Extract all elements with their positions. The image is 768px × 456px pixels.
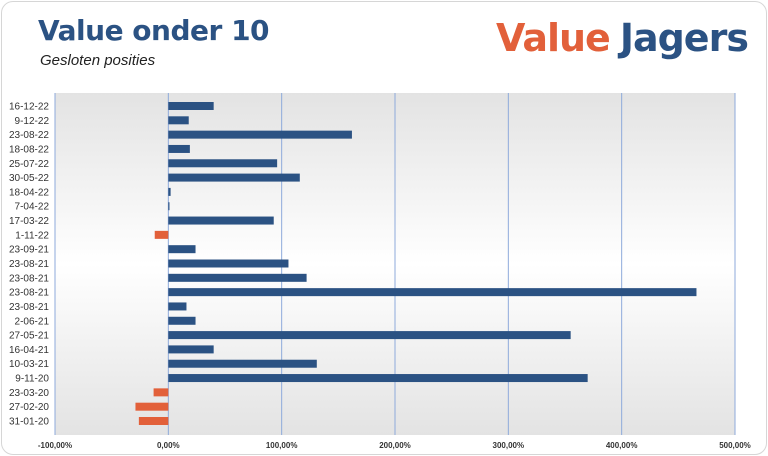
bar	[138, 417, 169, 425]
bar	[168, 173, 300, 182]
y-category-label: 23-08-22	[9, 130, 49, 141]
bar	[168, 259, 289, 268]
y-category-label: 30-05-22	[9, 173, 49, 184]
bar	[168, 102, 214, 110]
bar	[135, 402, 169, 411]
bar	[168, 159, 278, 168]
x-tick-label: 400,00%	[606, 441, 638, 450]
page-title: Value onder 10	[38, 14, 270, 47]
x-tick-label: 500,00%	[719, 441, 751, 450]
y-category-label: 18-08-22	[9, 144, 49, 155]
bar	[168, 331, 571, 340]
x-tick-label: 0,00%	[157, 441, 180, 450]
bar	[168, 273, 307, 282]
logo-part-jagers: Jagers	[619, 16, 749, 60]
y-category-label: 16-04-21	[9, 345, 49, 356]
y-category-label: 9-11-20	[15, 374, 49, 385]
valuejagers-logo: Value Jagers	[496, 16, 749, 60]
bar	[168, 359, 317, 368]
logo-part-value: Value	[496, 16, 611, 60]
y-category-label: 27-05-21	[9, 331, 49, 342]
bar	[168, 144, 190, 153]
bar	[168, 202, 170, 211]
y-category-label: 23-08-21	[9, 259, 49, 270]
y-category-label: 17-03-22	[9, 216, 49, 227]
y-category-label: 23-08-21	[9, 288, 49, 299]
y-category-label: 23-08-21	[9, 302, 49, 313]
y-category-label: 27-02-20	[9, 402, 49, 413]
y-category-label: 23-09-21	[9, 245, 49, 256]
bar	[168, 245, 196, 254]
y-category-label: 9-12-22	[15, 116, 50, 127]
bar	[168, 216, 274, 225]
y-category-label: 7-04-22	[15, 202, 50, 213]
bar	[168, 302, 187, 311]
bar	[168, 345, 214, 354]
y-category-label: 16-12-22	[9, 102, 49, 113]
bar	[168, 316, 196, 325]
x-tick-label: 100,00%	[266, 441, 298, 450]
y-category-label: 31-01-20	[9, 417, 49, 428]
y-category-label: 23-08-21	[9, 273, 49, 284]
y-category-label: 23-03-20	[9, 388, 49, 399]
y-category-label: 10-03-21	[9, 359, 49, 370]
page-subtitle: Gesloten posities	[40, 52, 156, 69]
bar	[153, 388, 169, 397]
x-tick-label: 300,00%	[493, 441, 525, 450]
bar	[168, 130, 352, 139]
y-category-label: 25-07-22	[9, 159, 49, 170]
y-category-label: 18-04-22	[9, 187, 49, 198]
bar	[168, 288, 697, 297]
x-tick-label: -100,00%	[38, 441, 72, 450]
bar	[154, 230, 169, 239]
y-category-label: 2-06-21	[15, 316, 50, 327]
y-category-label: 1-11-22	[15, 230, 49, 241]
x-tick-label: 200,00%	[379, 441, 411, 450]
bar	[168, 374, 588, 383]
bar	[168, 116, 189, 125]
bar	[168, 187, 171, 196]
